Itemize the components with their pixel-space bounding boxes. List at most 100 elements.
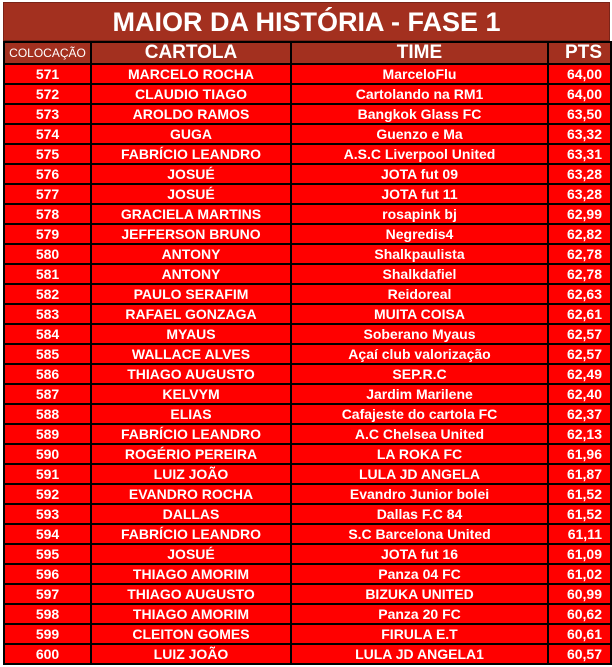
pts-cell: 60,61 bbox=[547, 623, 612, 645]
pts-cell: 62,78 bbox=[547, 243, 612, 265]
cartola-cell: THIAGO AUGUSTO bbox=[90, 363, 292, 385]
colocacao-cell: 585 bbox=[3, 343, 92, 365]
pts-cell: 64,00 bbox=[547, 83, 612, 105]
cartola-cell: MARCELO ROCHA bbox=[90, 63, 292, 85]
table-row: 592 EVANDRO ROCHA Evandro Junior bolei 61,5… bbox=[3, 483, 612, 505]
cartola-cell: DALLAS bbox=[90, 503, 292, 525]
pts-cell: 61,52 bbox=[547, 483, 612, 505]
colocacao-cell: 597 bbox=[3, 583, 92, 605]
colocacao-cell: 574 bbox=[3, 123, 92, 145]
colocacao-cell: 579 bbox=[3, 223, 92, 245]
cartola-cell: ANTONY bbox=[90, 263, 292, 285]
cartola-cell: ELIAS bbox=[90, 403, 292, 425]
header-cartola: CARTOLA bbox=[90, 41, 292, 65]
colocacao-cell: 593 bbox=[3, 503, 92, 525]
table-row: 573 AROLDO RAMOS Bangkok Glass FC 63,50 bbox=[3, 103, 612, 125]
cartola-cell: THIAGO AMORIM bbox=[90, 563, 292, 585]
colocacao-cell: 592 bbox=[3, 483, 92, 505]
pts-cell: 61,11 bbox=[547, 523, 612, 545]
colocacao-cell: 572 bbox=[3, 83, 92, 105]
time-cell: Shalkpaulista bbox=[290, 243, 549, 265]
cartola-cell: JOSUÉ bbox=[90, 543, 292, 565]
pts-cell: 61,87 bbox=[547, 463, 612, 485]
cartola-cell: FABRÍCIO LEANDRO bbox=[90, 423, 292, 445]
pts-cell: 60,57 bbox=[547, 643, 612, 665]
table-row: 584 MYAUS Soberano Myaus 62,57 bbox=[3, 323, 612, 345]
cartola-cell: RAFAEL GONZAGA bbox=[90, 303, 292, 325]
time-cell: Jardim Marilene bbox=[290, 383, 549, 405]
table-row: 572 CLAUDIO TIAGO Cartolando na RM1 64,00 bbox=[3, 83, 612, 105]
colocacao-cell: 587 bbox=[3, 383, 92, 405]
time-cell: Shalkdafiel bbox=[290, 263, 549, 285]
table-row: 579 JEFFERSON BRUNO Negredis4 62,82 bbox=[3, 223, 612, 245]
time-cell: Dallas F.C 84 bbox=[290, 503, 549, 525]
time-cell: JOTA fut 16 bbox=[290, 543, 549, 565]
table-row: 577 JOSUÉ JOTA fut 11 63,28 bbox=[3, 183, 612, 205]
table-row: 581 ANTONY Shalkdafiel 62,78 bbox=[3, 263, 612, 285]
pts-cell: 61,02 bbox=[547, 563, 612, 585]
colocacao-cell: 595 bbox=[3, 543, 92, 565]
colocacao-cell: 575 bbox=[3, 143, 92, 165]
time-cell: S.C Barcelona United bbox=[290, 523, 549, 545]
cartola-cell: THIAGO AMORIM bbox=[90, 603, 292, 625]
cartola-cell: KELVYM bbox=[90, 383, 292, 405]
table-row: 580 ANTONY Shalkpaulista 62,78 bbox=[3, 243, 612, 265]
pts-cell: 63,50 bbox=[547, 103, 612, 125]
time-cell: Soberano Myaus bbox=[290, 323, 549, 345]
pts-cell: 62,82 bbox=[547, 223, 612, 245]
time-cell: BIZUKA UNITED bbox=[290, 583, 549, 605]
time-cell: MUITA COISA bbox=[290, 303, 549, 325]
table-row: 574 GUGA Guenzo e Ma 63,32 bbox=[3, 123, 612, 145]
pts-cell: 61,52 bbox=[547, 503, 612, 525]
colocacao-cell: 598 bbox=[3, 603, 92, 625]
pts-cell: 63,31 bbox=[547, 143, 612, 165]
table-row: 582 PAULO SERAFIM Reidoreal 62,63 bbox=[3, 283, 612, 305]
cartola-cell: MYAUS bbox=[90, 323, 292, 345]
colocacao-cell: 577 bbox=[3, 183, 92, 205]
pts-cell: 62,40 bbox=[547, 383, 612, 405]
header-row: COLOCAÇÃO CARTOLA TIME PTS bbox=[3, 41, 612, 65]
table-row: 596 THIAGO AMORIM Panza 04 FC 61,02 bbox=[3, 563, 612, 585]
table-row: 593 DALLAS Dallas F.C 84 61,52 bbox=[3, 503, 612, 525]
cartola-cell: JOSUÉ bbox=[90, 163, 292, 185]
cartola-cell: EVANDRO ROCHA bbox=[90, 483, 292, 505]
colocacao-cell: 571 bbox=[3, 63, 92, 85]
cartola-cell: FABRÍCIO LEANDRO bbox=[90, 523, 292, 545]
cartola-cell: CLEITON GOMES bbox=[90, 623, 292, 645]
table-row: 600 LUIZ JOÃO LULA JD ANGELA1 60,57 bbox=[3, 643, 612, 665]
pts-cell: 62,78 bbox=[547, 263, 612, 285]
pts-cell: 61,96 bbox=[547, 443, 612, 465]
table-row: 571 MARCELO ROCHA MarceloFlu 64,00 bbox=[3, 63, 612, 85]
pts-cell: 63,32 bbox=[547, 123, 612, 145]
pts-cell: 62,57 bbox=[547, 323, 612, 345]
colocacao-cell: 576 bbox=[3, 163, 92, 185]
time-cell: Negredis4 bbox=[290, 223, 549, 245]
time-cell: JOTA fut 09 bbox=[290, 163, 549, 185]
time-cell: Evandro Junior bolei bbox=[290, 483, 549, 505]
pts-cell: 62,57 bbox=[547, 343, 612, 365]
pts-cell: 60,62 bbox=[547, 603, 612, 625]
colocacao-cell: 589 bbox=[3, 423, 92, 445]
table-row: 587 KELVYM Jardim Marilene 62,40 bbox=[3, 383, 612, 405]
time-cell: LA ROKA FC bbox=[290, 443, 549, 465]
table-row: 597 THIAGO AUGUSTO BIZUKA UNITED 60,99 bbox=[3, 583, 612, 605]
time-cell: LULA JD ANGELA bbox=[290, 463, 549, 485]
table-row: 588 ELIAS Cafajeste do cartola FC 62,37 bbox=[3, 403, 612, 425]
time-cell: Panza 04 FC bbox=[290, 563, 549, 585]
table-row: 599 CLEITON GOMES FIRULA E.T 60,61 bbox=[3, 623, 612, 645]
table-row: 598 THIAGO AMORIM Panza 20 FC 60,62 bbox=[3, 603, 612, 625]
colocacao-cell: 590 bbox=[3, 443, 92, 465]
table-row: 594 FABRÍCIO LEANDRO S.C Barcelona United 6… bbox=[3, 523, 612, 545]
table-row: 595 JOSUÉ JOTA fut 16 61,09 bbox=[3, 543, 612, 565]
time-cell: Açaí club valorização bbox=[290, 343, 549, 365]
time-cell: LULA JD ANGELA1 bbox=[290, 643, 549, 665]
colocacao-cell: 591 bbox=[3, 463, 92, 485]
colocacao-cell: 584 bbox=[3, 323, 92, 345]
pts-cell: 64,00 bbox=[547, 63, 612, 85]
colocacao-cell: 594 bbox=[3, 523, 92, 545]
time-cell: Panza 20 FC bbox=[290, 603, 549, 625]
pts-cell: 60,99 bbox=[547, 583, 612, 605]
header-time: TIME bbox=[290, 41, 549, 65]
cartola-cell: JOSUÉ bbox=[90, 183, 292, 205]
colocacao-cell: 573 bbox=[3, 103, 92, 125]
